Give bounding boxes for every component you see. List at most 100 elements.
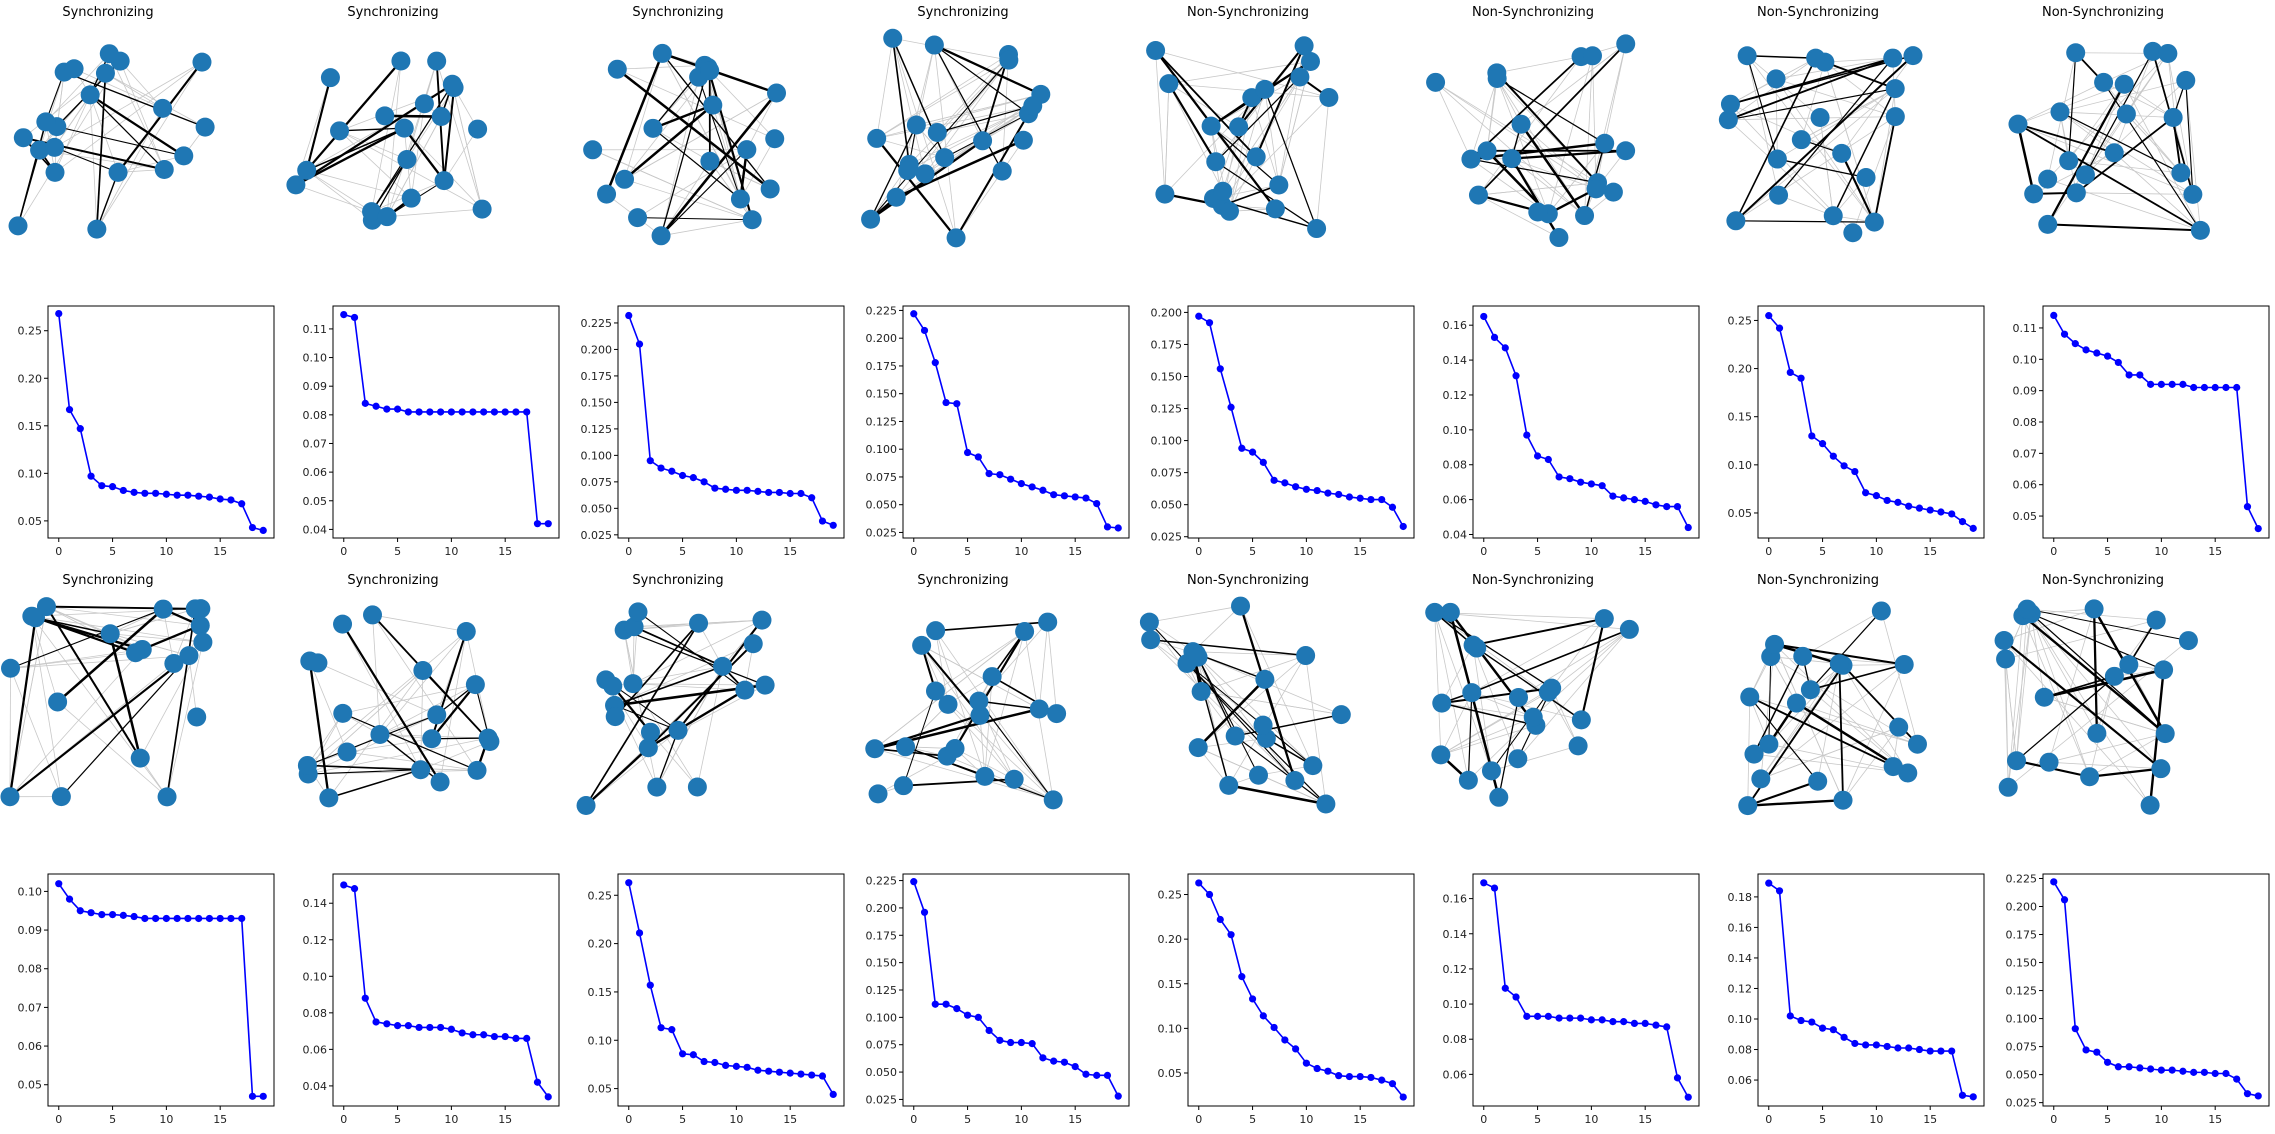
graph-node xyxy=(906,115,926,135)
graph-node xyxy=(861,209,881,229)
graph-edge-strong xyxy=(1496,72,1599,184)
graph-edge-weak xyxy=(1819,117,1834,216)
graph-edge-weak xyxy=(2016,613,2032,761)
graph-edge-strong xyxy=(141,624,201,651)
data-point xyxy=(732,486,740,494)
data-point xyxy=(743,1063,751,1071)
data-point xyxy=(1566,475,1574,483)
y-tick-label: 0.050 xyxy=(866,499,898,512)
graph-edge-weak xyxy=(1511,158,1597,190)
data-point xyxy=(523,408,531,416)
graph-node xyxy=(2087,723,2107,743)
graph-node xyxy=(2163,108,2183,128)
graph-edge-weak xyxy=(1441,644,1474,704)
graph-edge-weak xyxy=(1775,57,1893,80)
graph-node xyxy=(195,117,215,137)
graph-node xyxy=(1740,687,1760,707)
graph-edge-strong xyxy=(623,629,766,686)
graph-edge-weak xyxy=(420,741,491,771)
data-point xyxy=(1345,493,1354,501)
graph-edge-weak xyxy=(895,105,1033,198)
graph-node xyxy=(703,95,723,115)
graph-node xyxy=(1265,199,1285,219)
graph-edge-weak xyxy=(946,755,1054,801)
y-tick-label: 0.06 xyxy=(1443,494,1468,507)
graph-edge-weak xyxy=(624,178,753,221)
data-point xyxy=(2243,503,2252,511)
graph-node xyxy=(1898,763,1918,783)
data-point xyxy=(1652,501,1660,509)
data-point xyxy=(910,878,918,886)
graph-panel-title: Synchronizing xyxy=(347,5,438,20)
graph-edge-weak xyxy=(1472,645,1492,771)
graph-node xyxy=(1426,72,1446,92)
graph-node xyxy=(1894,654,1914,674)
graph-node xyxy=(730,189,750,209)
chart-panel-3: 0.025 0.050 0.075 0.100 0.125 0.150 0.175 0.200… xyxy=(581,305,845,558)
graph-node xyxy=(668,720,688,740)
graph-edge-weak xyxy=(909,105,1033,165)
graph-edge-weak xyxy=(2048,733,2166,763)
y-tick-label: 0.125 xyxy=(1151,403,1183,416)
graph-edge-strong xyxy=(403,127,446,182)
graph-node xyxy=(1440,602,1460,622)
y-tick-label: 0.175 xyxy=(866,360,898,373)
graph-edge-weak xyxy=(9,668,11,797)
data-point xyxy=(678,471,687,480)
graph-node xyxy=(286,175,306,195)
graph-node xyxy=(1786,693,1806,713)
graph-edge-weak xyxy=(2026,608,2162,769)
graph-edge-strong xyxy=(891,38,911,165)
y-tick-label: 0.175 xyxy=(2006,929,2038,942)
y-tick-label: 0.150 xyxy=(866,957,898,970)
data-point xyxy=(678,1050,687,1058)
y-tick-label: 0.18 xyxy=(1728,891,1753,904)
x-tick-label: 15 xyxy=(1923,545,1937,558)
graph-edge-weak xyxy=(1164,83,1170,195)
graph-node xyxy=(743,634,763,654)
graph-node xyxy=(1616,141,1636,161)
chart-frame xyxy=(1472,305,1700,539)
graph-edge-weak xyxy=(1880,610,1918,745)
graph-node xyxy=(337,742,357,762)
graph-edge-strong xyxy=(1735,54,1914,222)
data-point xyxy=(1872,492,1880,500)
graph-node xyxy=(164,653,184,673)
data-point xyxy=(383,405,391,413)
graph-panel-6: Non-Synchronizing xyxy=(1426,5,1636,248)
data-point xyxy=(689,474,697,482)
chart-panel-14: 0.06 0.08 0.10 0.12 0.14 0.16 0 5 10 15 xyxy=(1443,873,1700,1126)
x-tick-label: 5 xyxy=(964,545,971,558)
data-point xyxy=(1071,1063,1079,1071)
graph-node xyxy=(2038,214,2058,234)
graph-node xyxy=(8,216,28,236)
data-point xyxy=(141,489,149,497)
data-point xyxy=(942,1000,950,1008)
graph-node xyxy=(1603,182,1623,202)
graph-node xyxy=(1864,212,1884,232)
data-point xyxy=(2060,330,2069,338)
data-point xyxy=(1259,458,1267,466)
data-point xyxy=(195,492,203,500)
y-tick-label: 0.050 xyxy=(1151,499,1183,512)
graph-node xyxy=(755,675,775,695)
data-point xyxy=(1775,324,1784,332)
graph-node xyxy=(1766,69,1786,89)
graph-edge-weak xyxy=(307,713,344,766)
graph-edge-weak xyxy=(874,631,1025,750)
data-point xyxy=(259,1092,267,1100)
graph-edge-strong xyxy=(308,769,421,775)
data-point xyxy=(1905,502,1913,510)
graph-edge-strong xyxy=(1747,55,1816,59)
data-point xyxy=(1270,1023,1278,1032)
x-tick-label: 0 xyxy=(1195,1113,1202,1126)
graph-node xyxy=(1511,114,1531,134)
graph-node xyxy=(1582,46,1602,66)
graph-edge-weak xyxy=(1155,50,1329,98)
graph-node xyxy=(36,112,56,132)
graph-edge-weak xyxy=(955,170,1003,239)
graph-edge-weak xyxy=(308,737,489,775)
graph-edge-weak xyxy=(696,666,723,788)
graph-edge-strong xyxy=(978,700,1054,801)
graph-node xyxy=(1751,769,1771,789)
